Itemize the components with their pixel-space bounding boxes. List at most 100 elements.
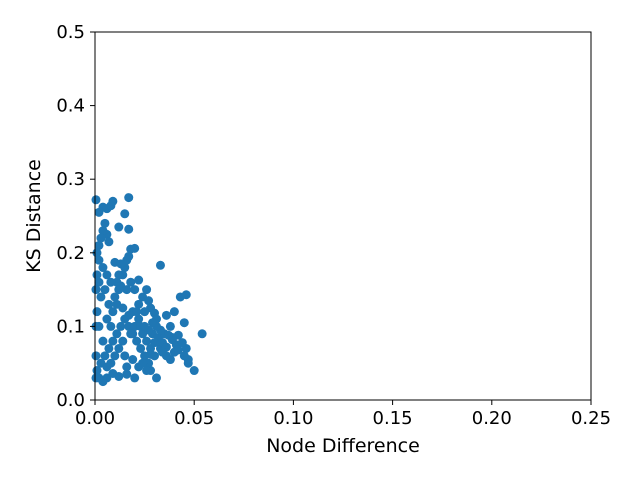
data-point [148, 318, 158, 328]
data-point [102, 270, 112, 280]
data-point [120, 351, 130, 361]
x-axis-label: Node Difference [266, 435, 420, 457]
data-point [124, 193, 134, 203]
data-point [100, 285, 110, 295]
data-point [92, 307, 102, 317]
data-point [94, 255, 104, 265]
data-point [179, 351, 189, 361]
data-point [130, 243, 140, 253]
data-point [91, 373, 101, 383]
data-point [140, 307, 150, 317]
y-tick-label: 0.5 [56, 22, 85, 43]
y-tick-label: 0.2 [56, 243, 85, 264]
data-point [116, 259, 126, 269]
x-tick-label: 0.25 [571, 408, 611, 429]
data-point [124, 224, 134, 234]
data-point [114, 222, 124, 232]
data-point [152, 373, 161, 383]
data-point [104, 343, 114, 353]
data-point [112, 329, 122, 339]
plot-frame [94, 31, 592, 401]
data-point [91, 321, 101, 331]
x-axis-ticks: 0.00 0.05 0.10 0.15 0.20 0.25 [75, 400, 611, 429]
data-point [169, 307, 179, 317]
data-point [106, 277, 116, 287]
x-tick-label: 0.05 [174, 408, 214, 429]
data-point [110, 292, 120, 302]
data-point [132, 336, 142, 346]
data-point [91, 351, 101, 361]
data-point [91, 195, 101, 205]
data-points [91, 193, 207, 387]
data-point [98, 226, 108, 236]
data-point [94, 277, 104, 287]
x-tick-label: 0.20 [472, 408, 512, 429]
data-point [126, 329, 136, 339]
data-point [197, 329, 207, 339]
data-point [92, 270, 102, 280]
data-point [120, 209, 130, 219]
data-point [134, 314, 144, 324]
data-point [142, 285, 152, 295]
data-point [108, 307, 118, 317]
data-point [144, 296, 154, 306]
y-tick-label: 0.1 [56, 316, 85, 337]
data-point [108, 336, 118, 346]
data-point [179, 318, 189, 328]
data-point [100, 351, 110, 361]
data-point [126, 277, 136, 287]
data-point [91, 285, 101, 295]
data-point [146, 349, 156, 359]
x-tick-label: 0.00 [75, 408, 115, 429]
data-point [102, 314, 112, 324]
data-point [130, 373, 140, 383]
x-tick-label: 0.10 [273, 408, 313, 429]
data-point [181, 290, 191, 300]
data-point [136, 343, 146, 353]
data-point [142, 366, 152, 376]
data-point [138, 358, 148, 368]
data-point [140, 321, 150, 331]
data-point [132, 307, 142, 317]
data-point [142, 336, 152, 346]
data-point [100, 218, 110, 228]
y-tick-label: 0.0 [56, 390, 85, 411]
data-point [189, 366, 199, 376]
data-point [183, 358, 193, 368]
data-point [122, 362, 132, 372]
data-point [96, 292, 106, 302]
data-point [173, 345, 183, 355]
data-point [118, 336, 128, 346]
data-point [177, 338, 187, 348]
y-axis-label: KS Distance [23, 159, 45, 273]
data-point [94, 240, 104, 250]
data-point [163, 330, 173, 340]
data-point [102, 362, 112, 372]
data-point [134, 275, 144, 285]
data-point [150, 338, 160, 348]
y-tick-label: 0.3 [56, 169, 85, 190]
data-point [161, 310, 171, 320]
y-tick-label: 0.4 [56, 96, 85, 117]
data-point [128, 355, 138, 365]
y-axis-ticks: 0.0 0.1 0.2 0.3 0.4 0.5 [56, 22, 95, 411]
data-point [96, 233, 106, 243]
data-point [165, 321, 175, 331]
x-tick-label: 0.15 [373, 408, 413, 429]
data-point [122, 285, 132, 295]
data-point [114, 343, 124, 353]
data-point [104, 237, 114, 247]
data-point [130, 285, 140, 295]
data-point [157, 347, 167, 357]
data-point [118, 303, 128, 313]
data-point [108, 196, 118, 206]
data-point [106, 321, 116, 331]
data-point [98, 263, 108, 273]
data-point [155, 260, 165, 270]
data-point [110, 351, 120, 361]
data-point [120, 314, 130, 324]
data-point [114, 285, 124, 295]
data-point [114, 270, 124, 280]
data-point [116, 321, 126, 331]
